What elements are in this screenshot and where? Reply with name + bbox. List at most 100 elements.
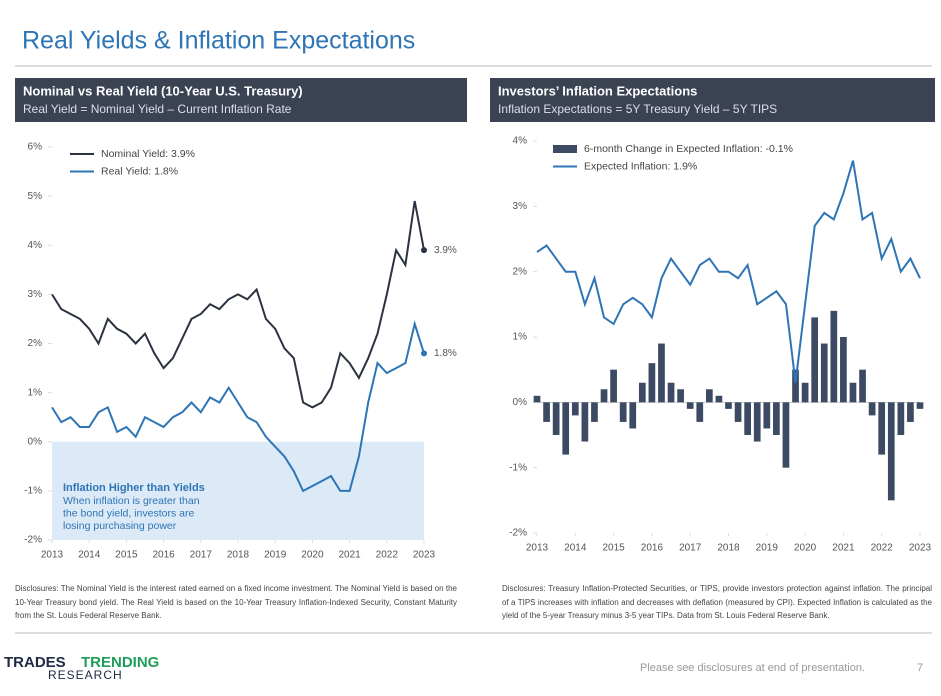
page-number: 7 (917, 662, 923, 674)
bar (849, 382, 857, 403)
legend-label: Nominal Yield: 3.9% (101, 148, 195, 160)
bar (887, 402, 895, 501)
x-tick-label: 2014 (564, 543, 587, 554)
panel-header (490, 78, 935, 122)
x-tick-label: 2021 (832, 543, 855, 554)
bar (763, 402, 771, 429)
x-tick-label: 2013 (526, 543, 549, 554)
bar (705, 389, 713, 403)
x-tick-label: 2021 (338, 550, 361, 561)
bar (658, 343, 665, 403)
y-tick-label: 6% (28, 142, 43, 153)
x-tick-label: 2019 (264, 550, 287, 561)
disclosure: Disclosures: The Nominal Yield is the in… (15, 584, 457, 620)
legend-label: 6-month Change in Expected Inflation: -0… (584, 143, 793, 155)
bar (801, 382, 809, 403)
bar (734, 402, 742, 422)
bar (667, 382, 675, 403)
page-title: Real Yields & Inflation Expectations (22, 27, 415, 55)
footer-note: Please see disclosures at end of present… (640, 662, 865, 674)
x-tick-label: 2022 (376, 550, 399, 561)
bar (773, 402, 780, 435)
bar (811, 317, 819, 403)
bar (610, 369, 617, 403)
annotation-title: Inflation Higher than Yields (63, 482, 205, 494)
line (51, 200, 425, 409)
end-point (421, 350, 427, 357)
bar (840, 337, 847, 403)
bar (571, 402, 579, 416)
y-tick-label: 3% (28, 289, 43, 300)
legend-label: Real Yield: 1.8% (101, 165, 178, 177)
bar (782, 402, 790, 468)
chart-title: Investors’ Inflation Expectations (498, 83, 697, 98)
bar (868, 402, 876, 416)
y-tick-label: 4% (513, 136, 528, 147)
y-tick-label: -2% (24, 535, 42, 546)
x-tick-label: 2016 (641, 543, 664, 554)
legend-swatch (553, 145, 577, 153)
bar (562, 402, 570, 455)
line (51, 320, 425, 493)
x-tick-label: 2023 (909, 543, 932, 554)
y-tick-label: 1% (513, 332, 528, 343)
y-tick-label: 2% (28, 338, 43, 349)
bar (648, 363, 656, 403)
bar (600, 389, 608, 403)
y-tick-label: -2% (509, 528, 527, 539)
x-tick-label: 2015 (115, 550, 138, 561)
bar (715, 395, 723, 403)
x-tick-label: 2020 (794, 543, 817, 554)
x-tick-label: 2016 (152, 550, 175, 561)
bar (686, 402, 694, 409)
x-tick-label: 2018 (717, 543, 740, 554)
x-tick-label: 2018 (227, 550, 250, 561)
annotation-text: the bond yield, investors are (63, 507, 194, 519)
end-label: 1.8% (434, 348, 457, 359)
bar (552, 402, 560, 435)
logo-word: TRADES (4, 654, 66, 671)
logo-word: TRENDING (81, 654, 159, 671)
bar (744, 402, 752, 435)
bar (878, 402, 886, 455)
bar (820, 343, 828, 403)
bar (696, 402, 704, 422)
x-tick-label: 2023 (413, 550, 436, 561)
legend-label: Expected Inflation: 1.9% (584, 160, 697, 172)
disclosure: Disclosures: Treasury Inflation-Protecte… (502, 584, 932, 620)
chart-subtitle: Inflation Expectations = 5Y Treasury Yie… (498, 102, 777, 116)
bar (533, 395, 541, 403)
annotation-text: losing purchasing power (63, 520, 177, 532)
x-tick-label: 2014 (78, 550, 101, 561)
y-tick-label: 5% (28, 191, 43, 202)
x-tick-label: 2020 (301, 550, 324, 561)
y-tick-label: 0% (513, 397, 528, 408)
bar (629, 402, 637, 429)
chart-subtitle: Real Yield = Nominal Yield – Current Inf… (23, 102, 292, 116)
bar (859, 369, 866, 403)
y-tick-label: 2% (513, 266, 528, 277)
y-tick-label: -1% (509, 462, 527, 473)
x-tick-label: 2017 (190, 550, 213, 561)
bar (725, 402, 732, 409)
y-tick-label: -1% (24, 486, 42, 497)
bar (591, 402, 598, 422)
bar (638, 382, 646, 403)
y-tick-label: 3% (513, 201, 528, 212)
bar (581, 402, 589, 442)
bar (677, 389, 684, 403)
x-tick-label: 2019 (756, 543, 779, 554)
y-tick-label: 4% (28, 240, 43, 251)
line (536, 160, 921, 383)
logo-word: RESEARCH (48, 668, 123, 682)
x-tick-label: 2022 (871, 543, 894, 554)
chart-title: Nominal vs Real Yield (10-Year U.S. Trea… (23, 83, 303, 98)
bar (897, 402, 905, 435)
panel-header (15, 78, 467, 122)
bar (619, 402, 627, 422)
bar (916, 402, 924, 409)
x-tick-label: 2017 (679, 543, 702, 554)
shaded-band (52, 441, 424, 540)
